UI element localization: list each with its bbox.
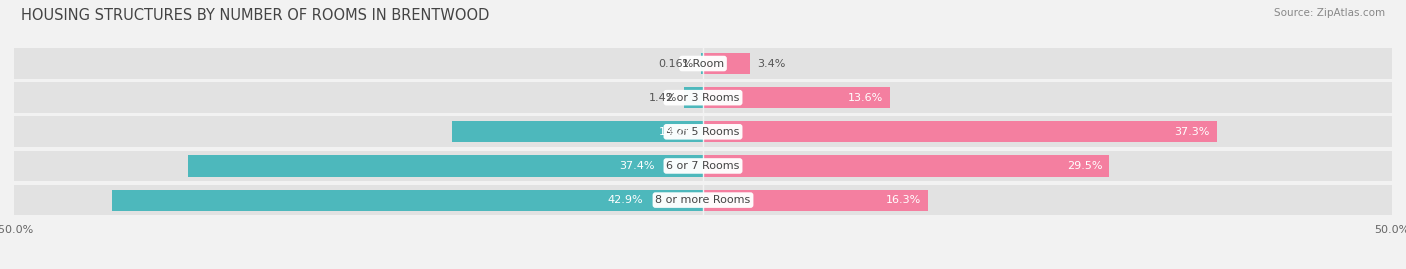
- Text: 1.4%: 1.4%: [648, 93, 676, 103]
- Text: 3.4%: 3.4%: [756, 59, 785, 69]
- Bar: [703, 155, 1109, 176]
- Text: 37.4%: 37.4%: [619, 161, 654, 171]
- Bar: [703, 53, 749, 74]
- Text: 16.3%: 16.3%: [886, 195, 921, 205]
- Bar: [187, 155, 703, 176]
- Bar: [453, 121, 703, 142]
- Bar: [14, 151, 1392, 181]
- Bar: [112, 189, 703, 211]
- Text: Source: ZipAtlas.com: Source: ZipAtlas.com: [1274, 8, 1385, 18]
- Bar: [683, 87, 703, 108]
- Text: 18.2%: 18.2%: [658, 127, 695, 137]
- Text: 8 or more Rooms: 8 or more Rooms: [655, 195, 751, 205]
- Text: 13.6%: 13.6%: [848, 93, 883, 103]
- Bar: [14, 116, 1392, 147]
- Text: 6 or 7 Rooms: 6 or 7 Rooms: [666, 161, 740, 171]
- Bar: [14, 185, 1392, 215]
- Text: 4 or 5 Rooms: 4 or 5 Rooms: [666, 127, 740, 137]
- Text: 2 or 3 Rooms: 2 or 3 Rooms: [666, 93, 740, 103]
- Bar: [703, 189, 928, 211]
- Bar: [703, 121, 1218, 142]
- Legend: Owner-occupied, Renter-occupied: Owner-occupied, Renter-occupied: [575, 267, 831, 269]
- Bar: [703, 87, 890, 108]
- Bar: [700, 53, 703, 74]
- Bar: [14, 48, 1392, 79]
- Text: 0.16%: 0.16%: [658, 59, 695, 69]
- Text: 42.9%: 42.9%: [607, 195, 643, 205]
- Text: 37.3%: 37.3%: [1174, 127, 1211, 137]
- Text: 1 Room: 1 Room: [682, 59, 724, 69]
- Text: HOUSING STRUCTURES BY NUMBER OF ROOMS IN BRENTWOOD: HOUSING STRUCTURES BY NUMBER OF ROOMS IN…: [21, 8, 489, 23]
- Bar: [14, 82, 1392, 113]
- Text: 29.5%: 29.5%: [1067, 161, 1102, 171]
